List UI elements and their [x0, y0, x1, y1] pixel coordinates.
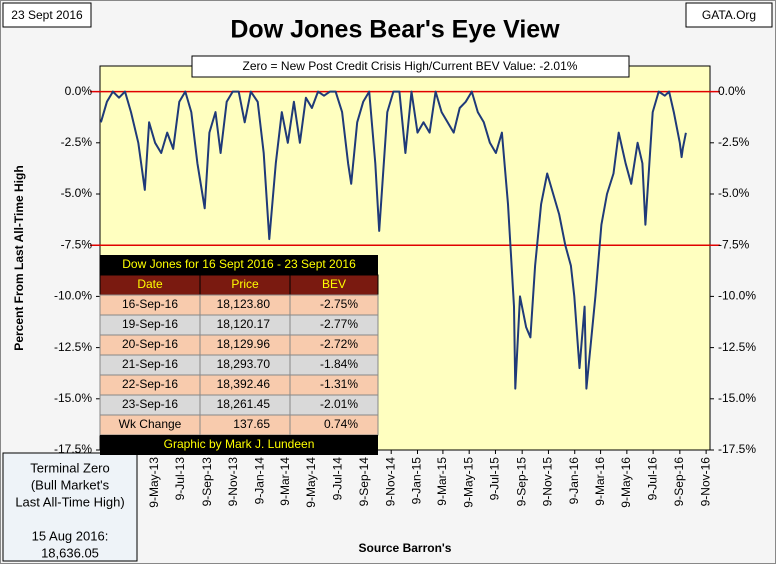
table-cell-text: 19-Sep-16 [122, 317, 178, 331]
x-tick-label: 9-Jul-16 [645, 457, 659, 501]
x-tick-label: 9-May-13 [147, 457, 161, 508]
x-tick-label: 9-Jan-16 [567, 457, 581, 505]
table-cell-text: 22-Sep-16 [122, 377, 178, 391]
table-cell-text: 18,293.70 [217, 357, 271, 371]
x-tick-label: 9-Jul-14 [330, 457, 344, 501]
table-footer: Graphic by Mark J. Lundeen [164, 437, 315, 451]
note-line: (Bull Market's [31, 477, 110, 492]
x-tick-label: 9-Sep-16 [672, 457, 686, 507]
x-tick-label: 9-Nov-14 [383, 457, 397, 507]
table-cell-text: Wk Change [119, 417, 182, 431]
table-cell-text: 21-Sep-16 [122, 357, 178, 371]
y-tick-label: -7.5% [61, 237, 93, 251]
table-cell-text: -1.31% [320, 377, 358, 391]
x-tick-label: 9-Mar-15 [435, 457, 449, 506]
date-label: 23 Sept 2016 [11, 8, 83, 22]
x-tick-label: 9-Jan-14 [252, 457, 266, 505]
table-title-bg [100, 255, 378, 275]
y-tick-label: -10.0% [54, 289, 92, 303]
table-cell-text: -2.75% [320, 297, 358, 311]
x-tick-label: 9-May-14 [304, 457, 318, 508]
table-cell-text: -2.01% [320, 397, 358, 411]
note-box [2, 452, 138, 562]
y2-tick-label: -7.5% [718, 237, 750, 251]
x-tick-label: 9-Nov-13 [226, 457, 240, 507]
note: Terminal Zero (Bull Market's Last All-Time… [15, 460, 124, 560]
x-axis-label: Source Barron's [359, 541, 452, 555]
y2-tick-label: -17.5% [718, 442, 756, 456]
table-header: BEV [322, 277, 346, 291]
x-tick-label: 9-Mar-14 [278, 457, 292, 506]
table-cell-text: 18,123.80 [217, 297, 271, 311]
x-tick-label: 9-May-15 [461, 457, 475, 508]
date-box [2, 2, 92, 28]
table-cell-text: 16-Sep-16 [122, 297, 178, 311]
note-line: Terminal Zero [30, 460, 109, 475]
table-header: Date [137, 277, 163, 291]
table-title: Dow Jones for 16 Sept 2016 - 23 Sept 201… [122, 257, 356, 271]
note-line: 18,636.05 [41, 545, 99, 560]
note-line: 15 Aug 2016: [32, 528, 109, 543]
table-cell-text: 20-Sep-16 [122, 337, 178, 351]
table-cell-text: 23-Sep-16 [122, 397, 178, 411]
table: Dow Jones for 16 Sept 2016 - 23 Sept 201… [99, 255, 379, 455]
source-label: GATA.Org [702, 8, 756, 22]
y2-tick-label: -12.5% [718, 340, 756, 354]
x-tick-label: 9-Jul-13 [173, 457, 187, 501]
source-box [685, 2, 773, 28]
table-cell-text: 18,261.45 [217, 397, 271, 411]
y-tick-label: -17.5% [54, 442, 92, 456]
x-tick-label: 9-Sep-15 [514, 457, 528, 507]
x-tick-label: 9-Sep-14 [357, 457, 371, 507]
table-cell-text: -2.72% [320, 337, 358, 351]
x-tick-label: 9-Nov-15 [541, 457, 555, 507]
subtitle-box [191, 55, 630, 78]
y-tick-label: 0.0% [65, 84, 93, 98]
x-tick-label: 9-Sep-13 [200, 457, 214, 507]
table-cell-text: 18,392.46 [217, 377, 271, 391]
table-cell-text: -1.84% [320, 357, 358, 371]
table-cell-text: 0.74% [324, 417, 358, 431]
y-tick-label: -12.5% [54, 340, 92, 354]
table-footer-bg [100, 435, 378, 455]
y2-tick-label: -10.0% [718, 289, 756, 303]
y2-tick-label: -15.0% [718, 391, 756, 405]
y-tick-label: -5.0% [61, 186, 93, 200]
data-line [99, 90, 687, 390]
x-tick-label: 9-Jan-15 [410, 457, 424, 505]
x-tick-label: 9-Mar-16 [593, 457, 607, 506]
table-cell-text: 18,120.17 [217, 317, 271, 331]
table-cell-text: 18,129.96 [217, 337, 271, 351]
x-tick-label: 9-Jul-15 [488, 457, 502, 501]
table-cell-text: 137.65 [233, 417, 270, 431]
table-header: Price [231, 277, 259, 291]
subtitle: Zero = New Post Credit Crisis High/Curre… [243, 59, 578, 73]
chart-title: Dow Jones Bear's Eye View [230, 16, 560, 44]
y-tick-label: -15.0% [54, 391, 92, 405]
y-tick-label: -2.5% [61, 135, 93, 149]
y2-tick-label: -5.0% [718, 186, 750, 200]
plot-layer [90, 90, 720, 454]
table-cell-text: -2.77% [320, 317, 358, 331]
y-axis-label: Percent From Last All-Time High [12, 165, 26, 350]
note-line: Last All-Time High) [15, 494, 124, 509]
x-tick-label: 9-Nov-16 [698, 457, 712, 507]
y2-tick-label: -2.5% [718, 135, 750, 149]
y2-tick-label: 0.0% [718, 84, 746, 98]
x-tick-label: 9-May-16 [619, 457, 633, 508]
